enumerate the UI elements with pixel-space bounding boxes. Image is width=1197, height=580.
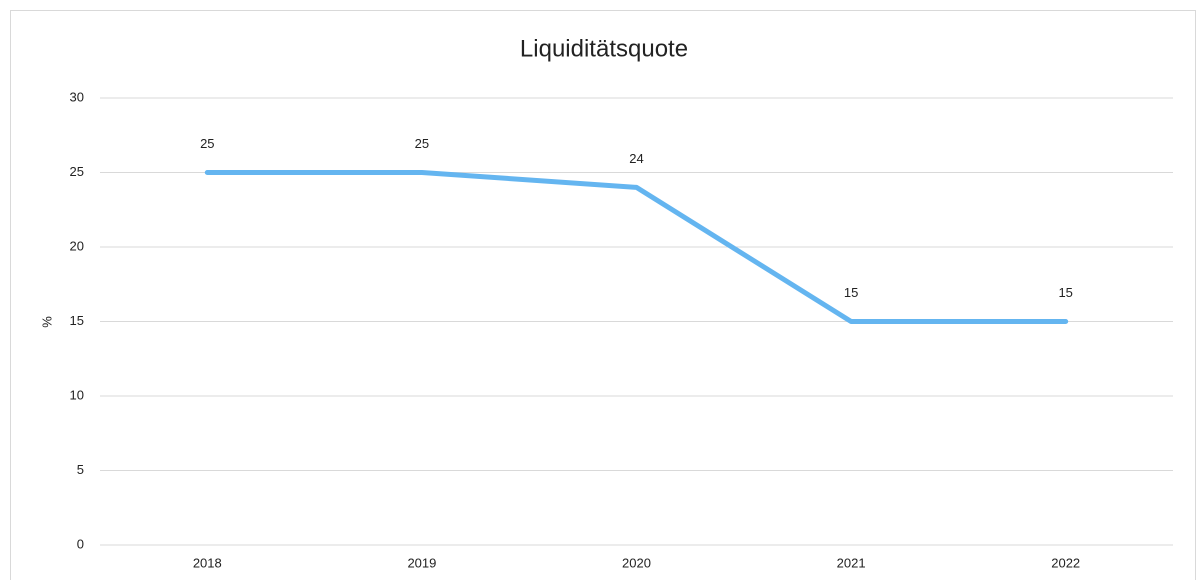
x-tick-label: 2021	[837, 555, 866, 570]
x-tick-label: 2020	[622, 555, 651, 570]
data-label: 25	[415, 136, 429, 151]
chart-title: Liquiditätsquote	[520, 35, 688, 62]
data-label: 15	[1058, 285, 1072, 300]
y-tick-label: 10	[70, 387, 84, 402]
y-tick-label: 0	[77, 536, 84, 551]
y-tick-label: 20	[70, 238, 84, 253]
x-tick-label: 2019	[407, 555, 436, 570]
y-tick-label: 25	[70, 164, 84, 179]
x-tick-label: 2018	[193, 555, 222, 570]
y-tick-label: 30	[70, 89, 84, 104]
line	[204, 170, 1069, 324]
data-label: 15	[844, 285, 858, 300]
y-axis-label: %	[39, 316, 54, 328]
data-label: 25	[200, 136, 214, 151]
data-label: 24	[629, 151, 643, 166]
chart-frame	[10, 10, 1196, 580]
y-tick-label: 15	[70, 313, 84, 328]
x-tick-label: 2022	[1051, 555, 1080, 570]
y-tick-label: 5	[77, 462, 84, 477]
